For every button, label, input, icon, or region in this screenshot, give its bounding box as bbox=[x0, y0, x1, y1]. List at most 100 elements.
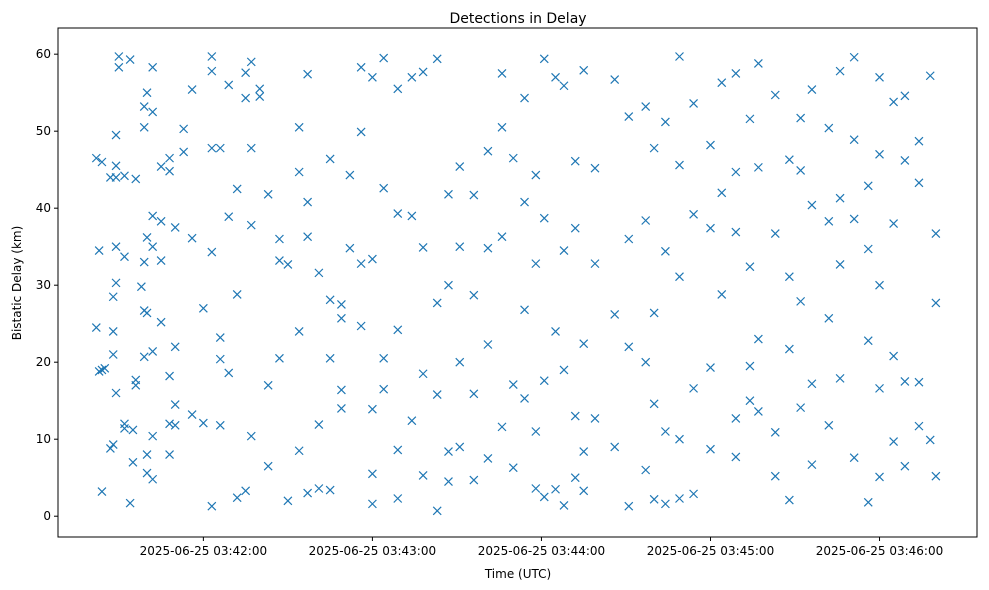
data-point bbox=[325, 485, 335, 495]
data-point bbox=[745, 262, 755, 272]
data-point bbox=[165, 153, 174, 163]
data-point bbox=[689, 209, 699, 219]
data-point bbox=[624, 234, 634, 244]
data-point bbox=[170, 223, 180, 232]
data-point bbox=[649, 308, 659, 318]
data-point bbox=[148, 431, 158, 441]
data-point bbox=[111, 172, 121, 182]
data-point bbox=[207, 52, 217, 61]
data-point bbox=[139, 257, 149, 267]
chart-title: Detections in Delay bbox=[449, 11, 586, 27]
data-point bbox=[469, 190, 479, 200]
data-point bbox=[356, 62, 366, 72]
data-point bbox=[570, 473, 580, 483]
data-point bbox=[508, 153, 518, 163]
data-point bbox=[120, 171, 129, 181]
data-point bbox=[889, 351, 899, 361]
data-point bbox=[559, 365, 569, 375]
x-tick-label: 2025-06-25 03:45:00 bbox=[647, 544, 774, 558]
data-point bbox=[379, 353, 389, 363]
data-point bbox=[142, 450, 152, 460]
data-point bbox=[367, 499, 377, 509]
data-point bbox=[835, 259, 845, 269]
data-point bbox=[246, 431, 256, 441]
y-axis-label: Bistatic Delay (km) bbox=[10, 226, 24, 341]
data-point bbox=[706, 140, 715, 150]
data-point bbox=[469, 290, 479, 300]
data-point bbox=[294, 326, 304, 336]
data-point bbox=[432, 54, 442, 64]
x-tick-label: 2025-06-25 03:44:00 bbox=[478, 544, 605, 558]
data-point bbox=[303, 488, 313, 498]
data-point bbox=[294, 122, 304, 132]
data-point bbox=[849, 135, 859, 145]
data-point bbox=[165, 166, 174, 176]
data-point bbox=[863, 497, 873, 507]
data-point bbox=[148, 62, 158, 72]
data-point bbox=[863, 244, 873, 254]
data-point bbox=[914, 421, 924, 431]
data-point bbox=[863, 336, 873, 346]
data-point bbox=[418, 243, 428, 252]
data-point bbox=[336, 403, 346, 413]
data-point bbox=[641, 465, 651, 475]
x-axis-label: Time (UTC) bbox=[484, 567, 551, 581]
data-point bbox=[770, 427, 780, 437]
data-point bbox=[807, 85, 817, 95]
data-point bbox=[889, 97, 899, 107]
data-point bbox=[418, 369, 428, 379]
data-point bbox=[483, 340, 493, 349]
data-point bbox=[660, 427, 670, 436]
data-point bbox=[100, 363, 110, 373]
data-point bbox=[551, 484, 560, 494]
data-point bbox=[367, 404, 377, 414]
data-point bbox=[224, 368, 234, 378]
data-point bbox=[531, 427, 541, 436]
data-point bbox=[215, 354, 225, 364]
data-point bbox=[179, 124, 189, 134]
data-point bbox=[508, 463, 518, 473]
data-point bbox=[241, 486, 251, 496]
data-point bbox=[745, 114, 755, 124]
x-axis: 2025-06-25 03:42:00 2025-06-25 03:43:00 20… bbox=[140, 537, 943, 558]
data-point bbox=[900, 91, 910, 101]
data-point bbox=[207, 247, 217, 257]
data-point bbox=[497, 422, 507, 432]
data-point bbox=[520, 393, 529, 403]
data-point bbox=[624, 112, 634, 121]
data-point bbox=[784, 495, 794, 505]
data-point bbox=[379, 53, 389, 63]
data-point bbox=[232, 493, 242, 503]
data-point bbox=[97, 157, 107, 167]
data-point bbox=[139, 352, 149, 362]
data-point bbox=[520, 93, 529, 103]
data-point bbox=[356, 127, 366, 137]
data-point bbox=[367, 72, 377, 82]
data-point bbox=[111, 388, 121, 398]
y-tick-label: 10 bbox=[36, 432, 51, 446]
data-point bbox=[111, 130, 121, 140]
data-point bbox=[418, 67, 428, 77]
data-point bbox=[835, 193, 845, 203]
data-point bbox=[590, 163, 600, 173]
data-point bbox=[753, 334, 763, 344]
data-point bbox=[215, 333, 225, 342]
data-point bbox=[497, 69, 507, 78]
data-point bbox=[731, 413, 741, 423]
data-point bbox=[469, 475, 479, 485]
data-point bbox=[120, 252, 129, 262]
data-point bbox=[539, 54, 549, 64]
data-point bbox=[241, 68, 251, 78]
data-point bbox=[263, 189, 273, 199]
data-point bbox=[283, 259, 293, 269]
data-point bbox=[246, 220, 256, 230]
data-point bbox=[120, 423, 129, 433]
data-point bbox=[675, 434, 684, 444]
data-point bbox=[717, 188, 727, 198]
data-point bbox=[114, 62, 124, 72]
data-point bbox=[539, 492, 549, 502]
data-point bbox=[796, 296, 806, 306]
data-point bbox=[675, 272, 684, 282]
data-point bbox=[753, 162, 763, 172]
